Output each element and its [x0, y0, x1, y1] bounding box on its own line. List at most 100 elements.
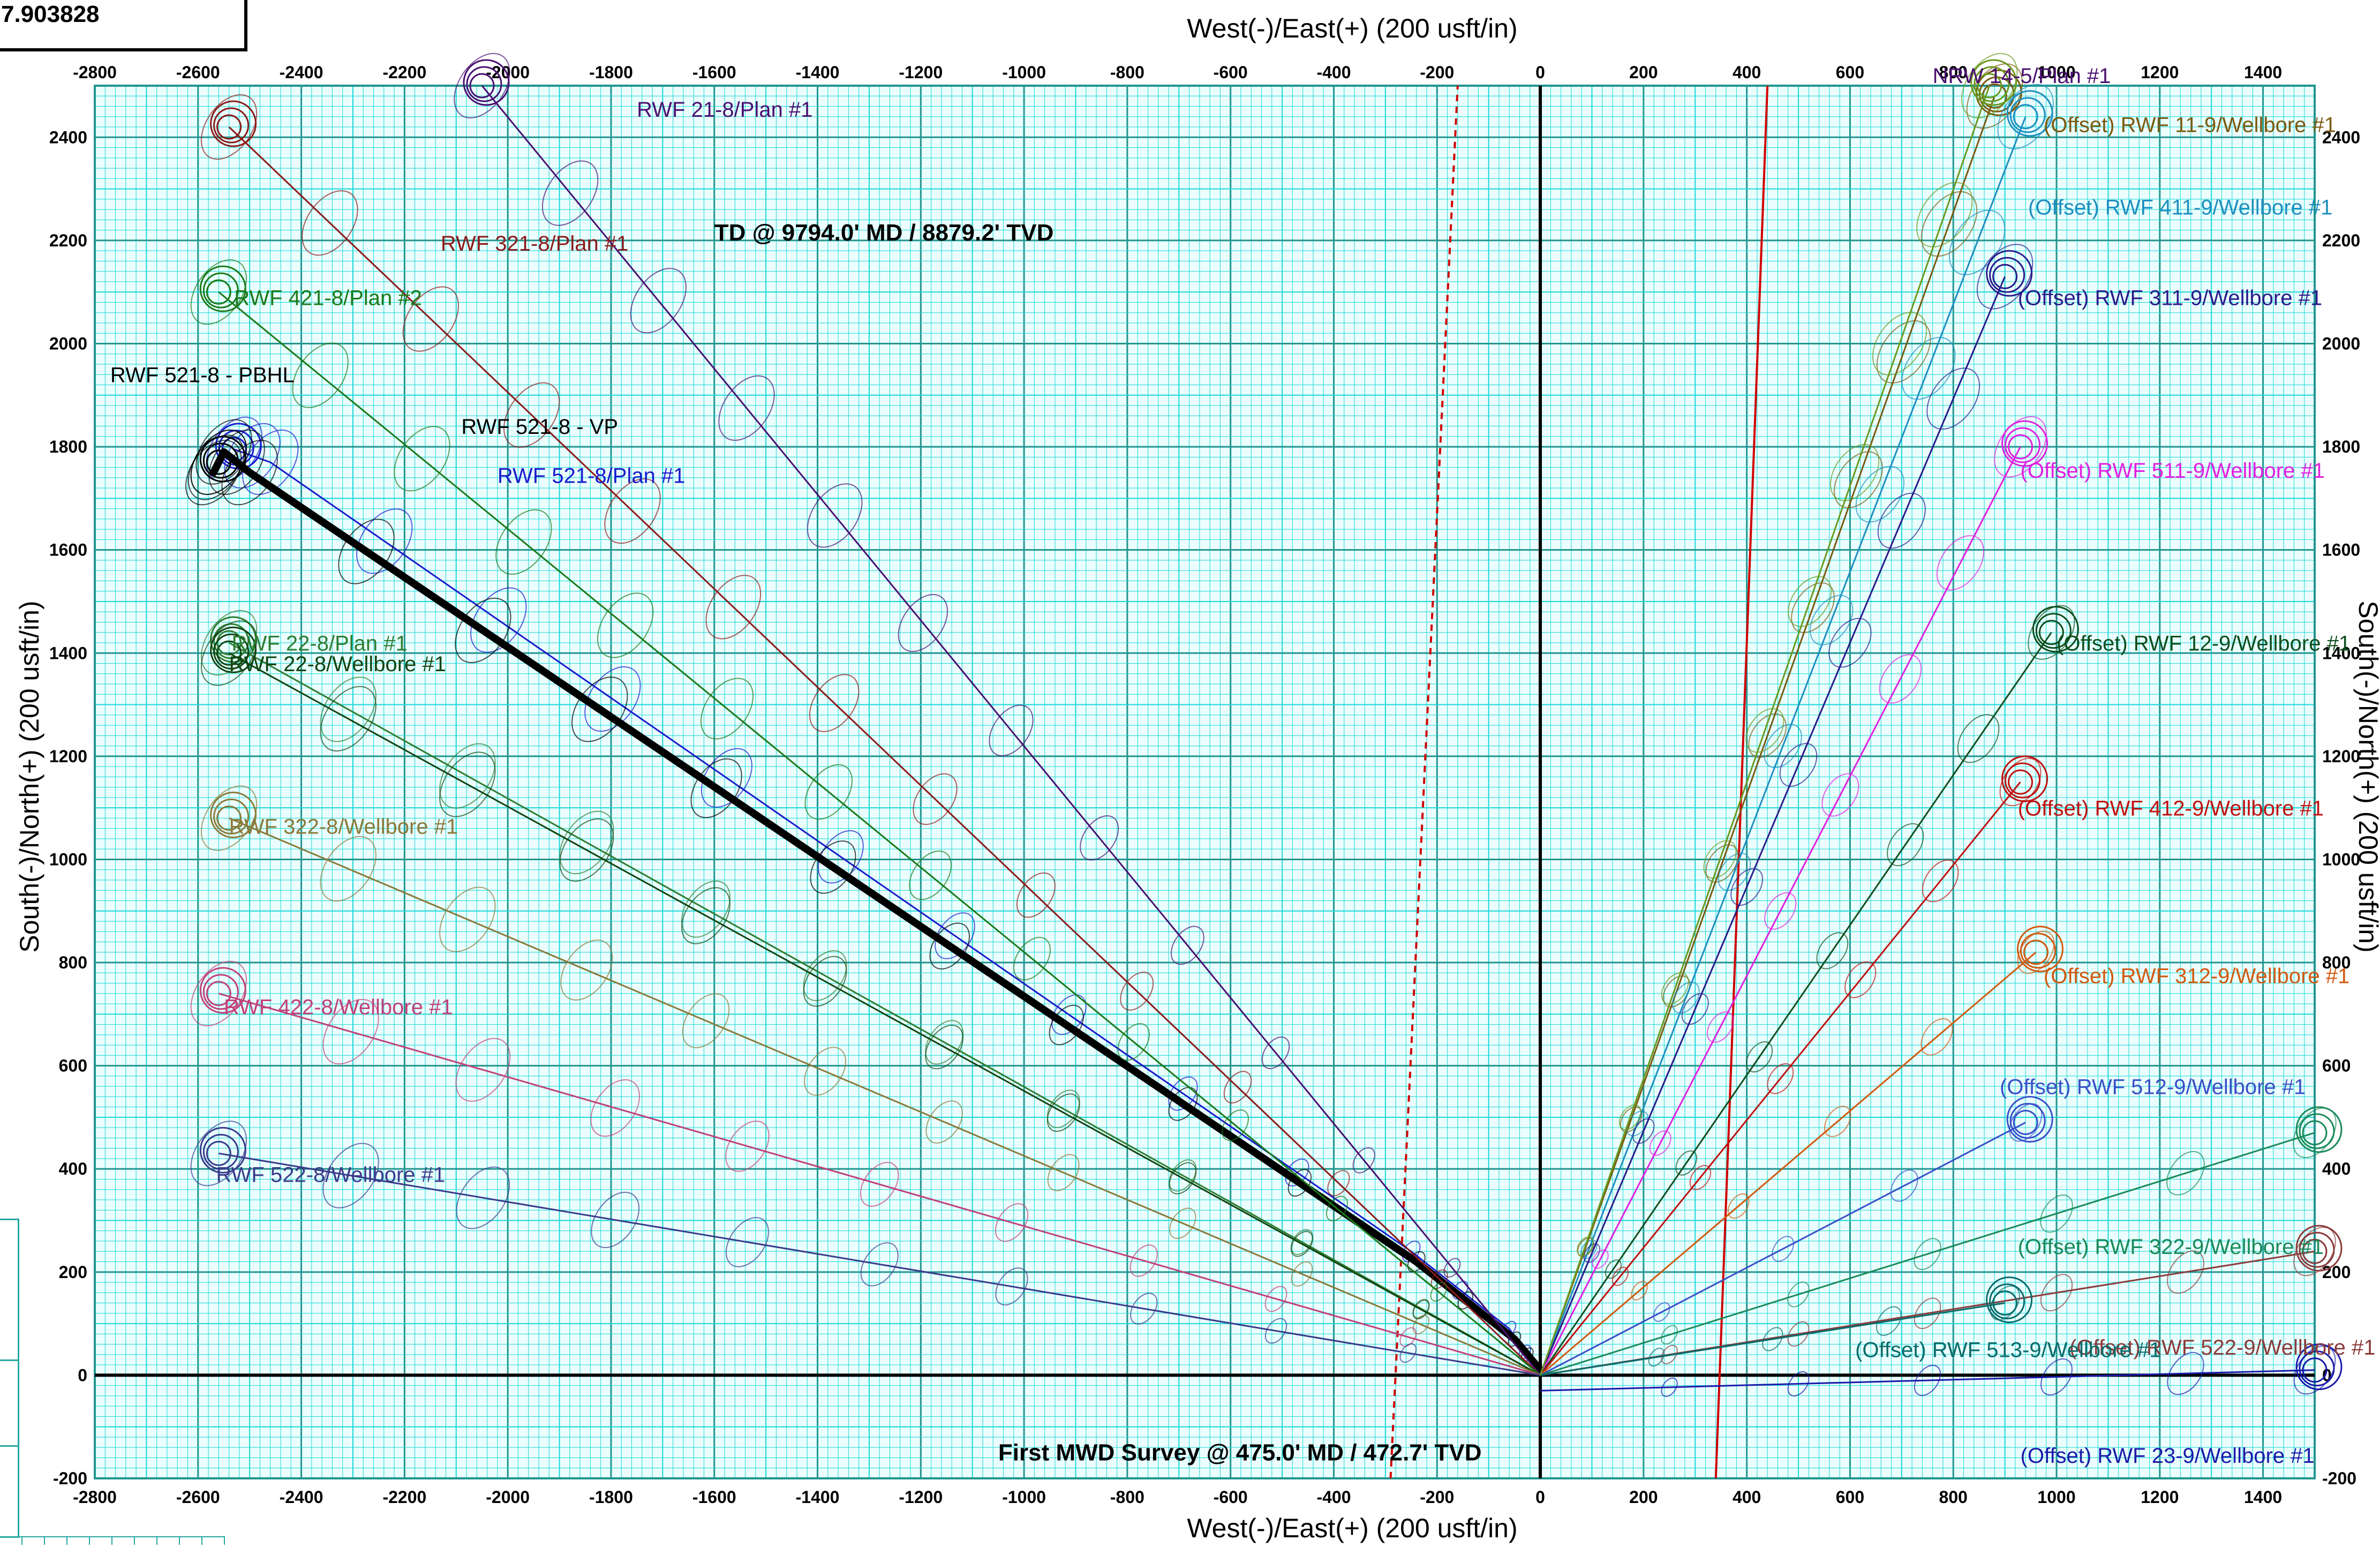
y-tick-label-left: 2400	[49, 127, 87, 147]
x-tick-label-bottom: 1400	[2244, 1487, 2282, 1507]
series-annotation: (Offset) RWF 513-9/Wellbore #1	[1855, 1339, 2161, 1362]
x-axis-title-bottom: West(-)/East(+) (200 usft/in)	[1187, 1513, 1517, 1543]
x-tick-label-bottom: 600	[1836, 1487, 1864, 1507]
series-annotation: (Offset) RWF 511-9/Wellbore #1	[2021, 459, 2325, 483]
y-tick-label-left: 800	[59, 953, 87, 972]
x-tick-label-bottom: -2000	[486, 1487, 530, 1507]
x-tick-label-bottom: 1200	[2141, 1487, 2179, 1507]
y-tick-label-right: -200	[2322, 1469, 2356, 1488]
y-tick-label-left: 200	[59, 1263, 87, 1282]
x-tick-label-top: -2800	[73, 63, 117, 82]
y-tick-label-left: 1000	[49, 850, 87, 869]
x-tick-label-bottom: -1400	[796, 1487, 840, 1507]
series-annotation: RWF 22-8/Plan #1	[231, 632, 407, 655]
series-annotation: (Offset) RWF 23-9/Wellbore #1	[2021, 1444, 2315, 1468]
series-annotation: RWF 522-8/Wellbore #1	[216, 1163, 446, 1186]
x-tick-label-bottom: -800	[1110, 1487, 1144, 1507]
y-tick-label-left: 1400	[49, 643, 87, 663]
grid-layer	[95, 86, 2315, 1478]
y-tick-label-right: 400	[2322, 1159, 2351, 1178]
x-tick-label-top: -1000	[1002, 63, 1046, 82]
x-tick-label-top: -600	[1214, 63, 1248, 82]
y-tick-label-right: 2200	[2322, 231, 2360, 250]
series-annotation: (Offset) RWF 412-9/Wellbore #1	[2018, 797, 2324, 821]
x-tick-label-bottom: 1000	[2037, 1487, 2075, 1507]
series-annotation: (Offset) RWF 12-9/Wellbore #1	[2057, 632, 2351, 655]
x-tick-label-top: 1400	[2244, 63, 2282, 82]
series-annotation: RWF 422-8/Wellbore #1	[224, 995, 453, 1019]
plot-area-background	[95, 86, 2315, 1478]
series-annotation: (Offset) RWF 411-9/Wellbore #1	[2028, 196, 2332, 220]
series-annotation: First MWD Survey @ 475.0' MD / 472.7' TV…	[998, 1439, 1482, 1466]
x-tick-label-bottom: -1000	[1002, 1487, 1046, 1507]
x-tick-label-bottom: -1600	[692, 1487, 736, 1507]
y-tick-label-left: 1200	[49, 747, 87, 766]
series-annotation: RWF 521-8/Plan #1	[498, 464, 686, 487]
inset-bottom-strip	[0, 1536, 225, 1545]
series-annotation: (Offset) RWF 311-9/Wellbore #1	[2018, 286, 2322, 310]
x-tick-label-top: 0	[1535, 63, 1545, 82]
x-tick-label-bottom: 200	[1629, 1487, 1658, 1507]
x-tick-label-top: -2200	[382, 63, 426, 82]
x-tick-label-bottom: -1800	[589, 1487, 633, 1507]
x-tick-label-top: 400	[1733, 63, 1761, 82]
y-tick-label-left: -200	[53, 1469, 87, 1488]
x-tick-label-top: -200	[1420, 63, 1454, 82]
y-tick-label-right: 600	[2322, 1056, 2351, 1076]
y-tick-label-right: 1800	[2322, 437, 2360, 456]
series-annotation: (Offset) RWF 512-9/Wellbore #1	[2000, 1076, 2306, 1099]
y-axis-title-left: South(-)/North(+) (200 usft/in)	[14, 600, 44, 952]
y-tick-label-left: 2000	[49, 334, 87, 353]
corner-info-box: 7.903828	[0, 0, 247, 51]
x-tick-label-bottom: 0	[1535, 1487, 1545, 1507]
x-tick-label-top: -1800	[589, 63, 633, 82]
x-tick-label-top: -2400	[280, 63, 323, 82]
series-annotation: (Offset) RWF 322-9/Wellbore #1	[2018, 1235, 2324, 1259]
series-annotation: (Offset) RWF 312-9/Wellbore #1	[2044, 965, 2349, 988]
x-tick-label-bottom: -400	[1316, 1487, 1351, 1507]
x-tick-label-top: 200	[1629, 63, 1658, 82]
x-tick-label-bottom: -600	[1214, 1487, 1248, 1507]
y-tick-label-left: 0	[78, 1365, 87, 1385]
y-tick-label-right: 200	[2322, 1263, 2351, 1282]
inset-edge-box	[0, 1219, 19, 1538]
series-annotation: RWF 421-8/Plan #2	[234, 286, 422, 310]
y-tick-label-right: 1600	[2322, 540, 2360, 560]
x-tick-label-top: -800	[1110, 63, 1144, 82]
series-annotation: NRW 14-5/Plan #1	[1933, 64, 2111, 88]
x-tick-label-top: 1200	[2141, 63, 2179, 82]
x-tick-label-bottom: -2200	[382, 1487, 426, 1507]
x-tick-label-top: -1400	[796, 63, 840, 82]
x-tick-label-bottom: -1200	[899, 1487, 943, 1507]
series-annotation: (Offset) RWF 11-9/Wellbore #1	[2044, 114, 2336, 137]
x-tick-label-top: -400	[1316, 63, 1351, 82]
x-tick-label-top: -1200	[899, 63, 943, 82]
y-axis-title-right: South(-)/North(+) (200 usft/in)	[2353, 600, 2380, 952]
x-tick-label-bottom: -200	[1420, 1487, 1454, 1507]
x-tick-label-bottom: -2600	[176, 1487, 220, 1507]
series-annotation: RWF 22-8/Wellbore #1	[229, 652, 446, 676]
series-annotation: RWF 521-8 - VP	[461, 415, 618, 439]
y-tick-label-left: 1800	[49, 437, 87, 456]
corner-info-text: 7.903828	[1, 1, 100, 28]
y-tick-label-left: 1600	[49, 540, 87, 560]
x-tick-label-bottom: 400	[1733, 1487, 1761, 1507]
x-tick-label-top: -2600	[176, 63, 220, 82]
x-axis-title-top: West(-)/East(+) (200 usft/in)	[1187, 13, 1517, 43]
y-tick-label-left: 600	[59, 1056, 87, 1076]
series-annotation: RWF 322-8/Wellbore #1	[229, 815, 458, 838]
x-tick-label-bottom: -2800	[73, 1487, 117, 1507]
x-tick-label-bottom: 800	[1939, 1487, 1968, 1507]
series-annotation: TD @ 9794.0' MD / 8879.2' TVD	[714, 220, 1054, 246]
y-tick-label-left: 400	[59, 1159, 87, 1178]
x-tick-label-top: 600	[1836, 63, 1864, 82]
y-tick-label-left: 2200	[49, 231, 87, 250]
y-tick-label-right: 2000	[2322, 334, 2360, 353]
series-annotation: RWF 21-8/Plan #1	[637, 98, 812, 122]
series-annotation: RWF 521-8 - PBHL	[110, 364, 295, 387]
series-annotation: RWF 321-8/Plan #1	[441, 232, 629, 256]
x-tick-label-bottom: -2400	[280, 1487, 323, 1507]
x-tick-label-top: -1600	[692, 63, 736, 82]
